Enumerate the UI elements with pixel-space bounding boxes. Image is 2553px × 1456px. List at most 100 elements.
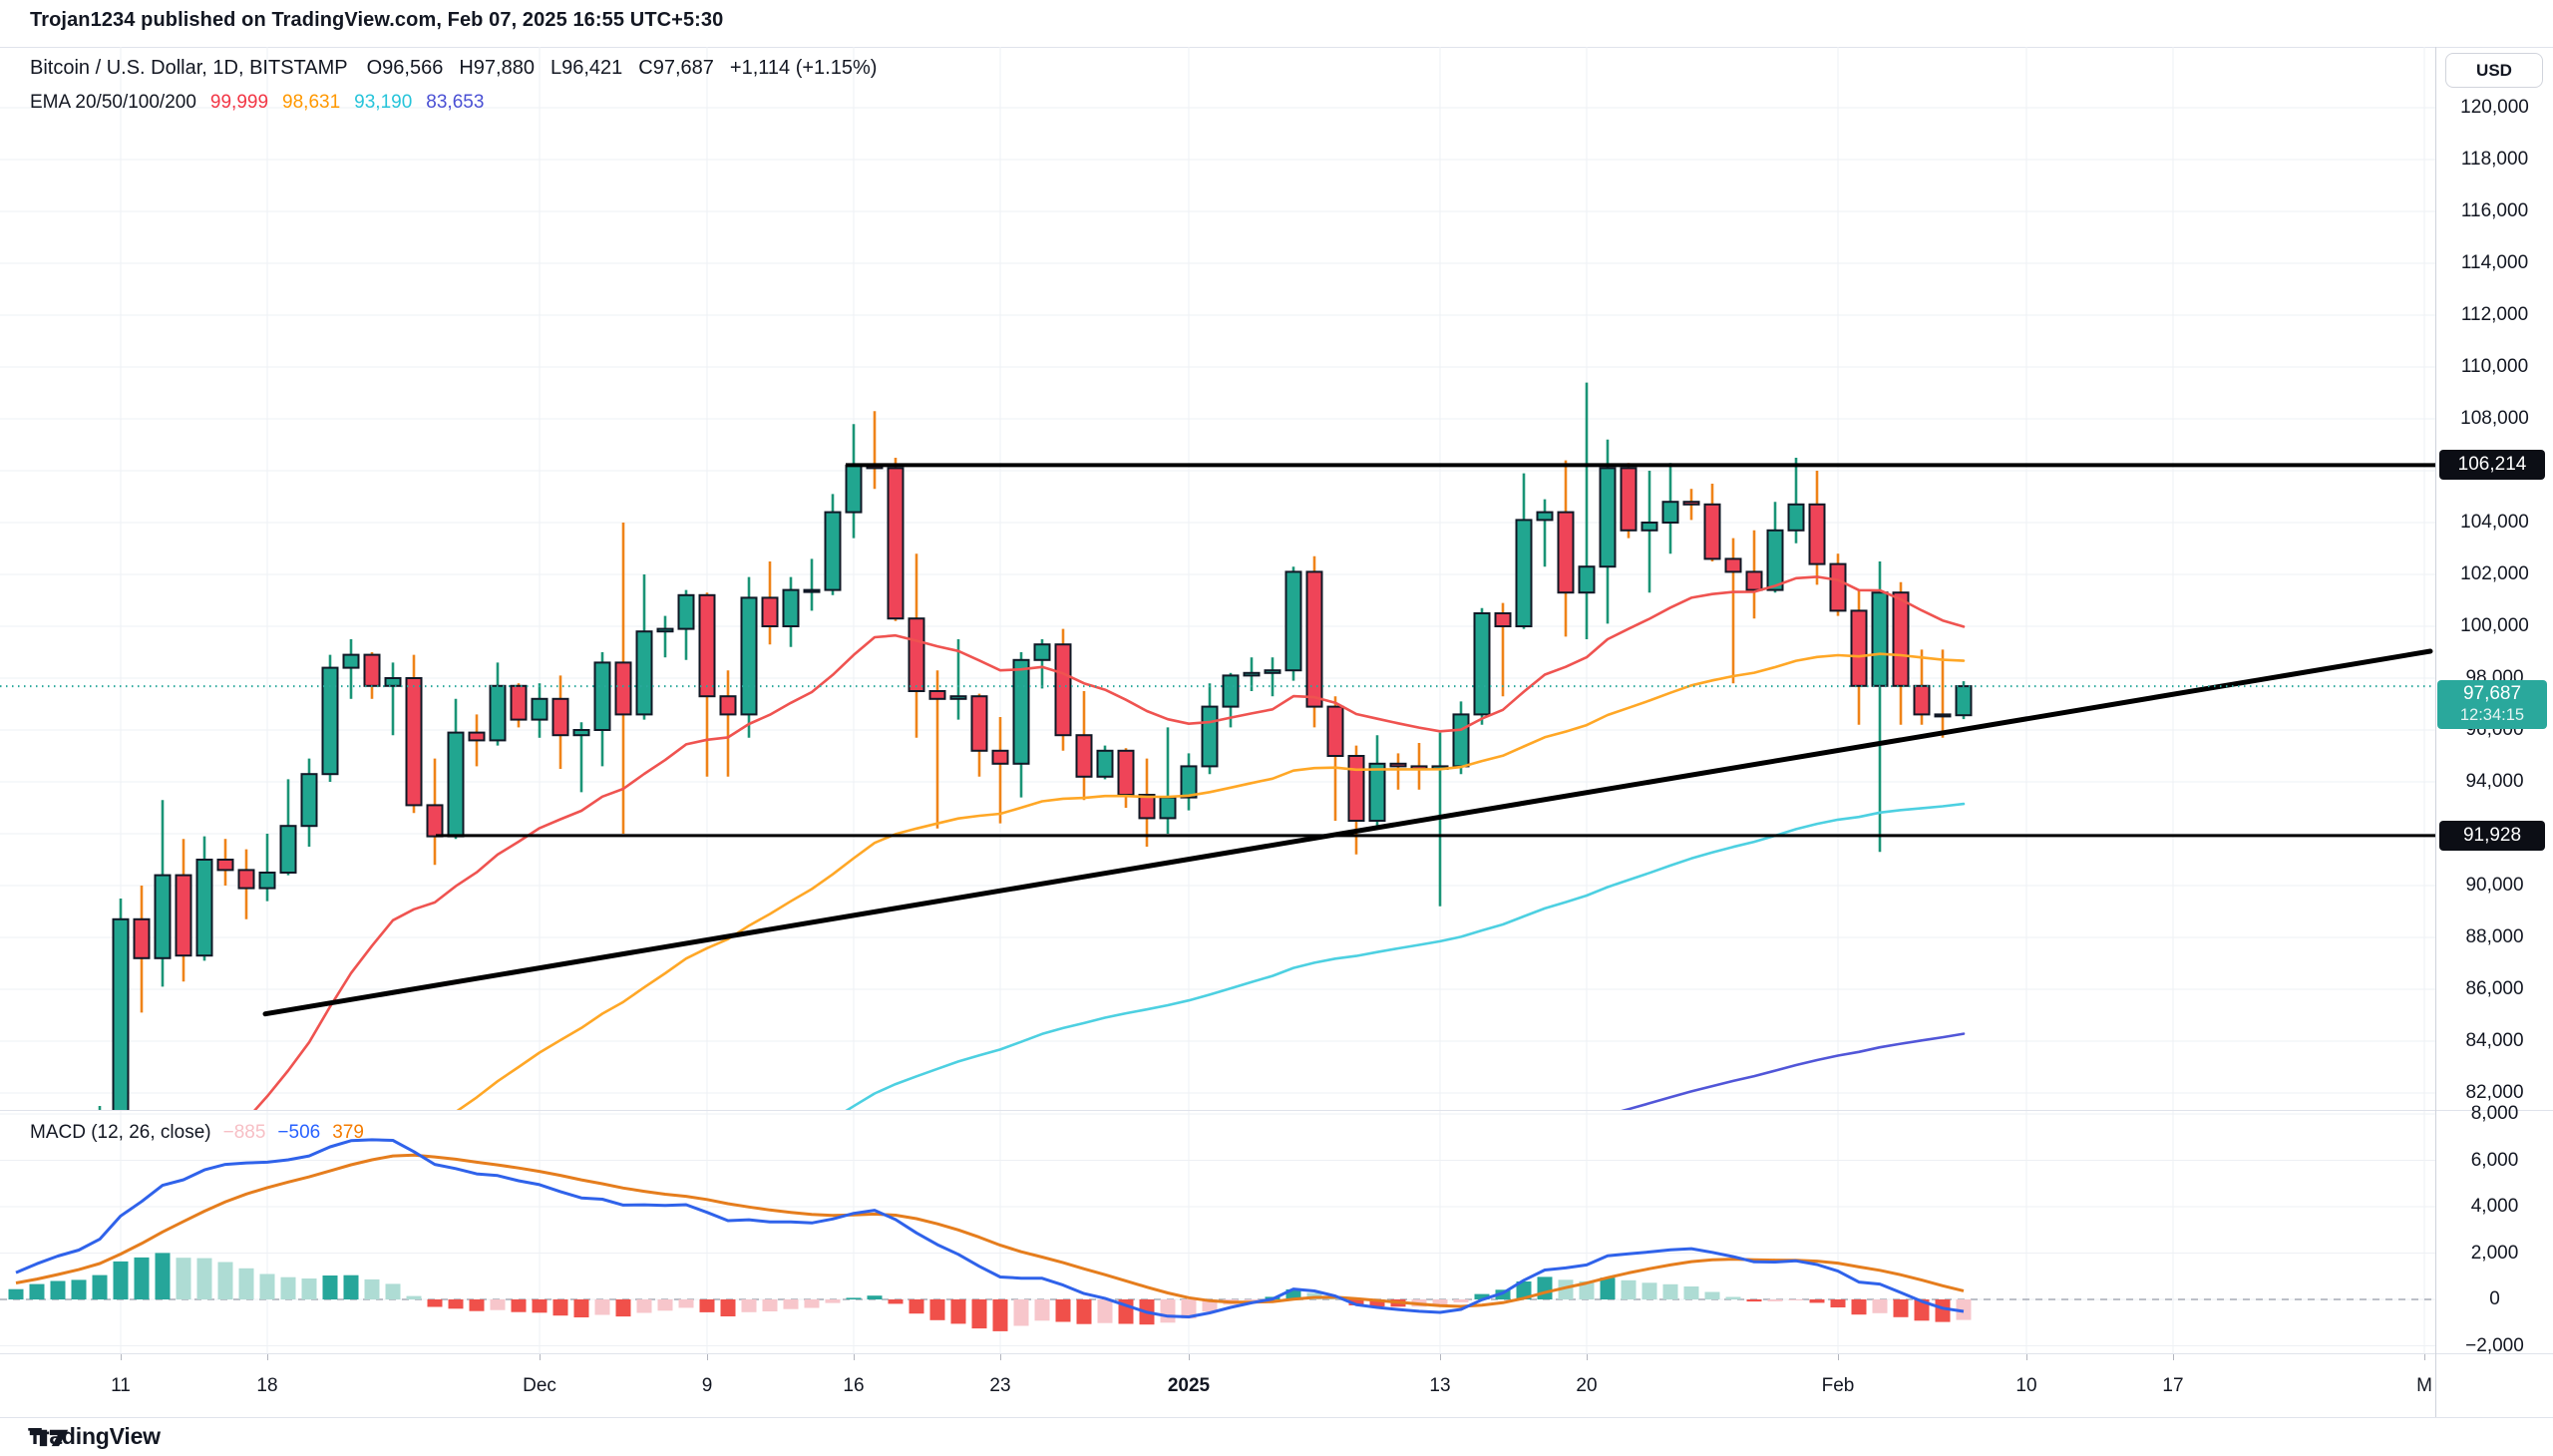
macd-histogram-bar: [155, 1253, 171, 1299]
macd-histogram-bar: [1055, 1299, 1071, 1322]
symbol-legend-row[interactable]: Bitcoin / U.S. Dollar, 1D, BITSTAMP O96,5…: [30, 57, 893, 80]
time-tick-mark: [2173, 1354, 2174, 1360]
time-axis-label: 16: [843, 1375, 865, 1396]
candle-body: [300, 773, 318, 828]
macd-histogram-bar: [762, 1299, 778, 1311]
candle-body: [1745, 570, 1763, 591]
macd-histogram-bar: [113, 1261, 129, 1299]
candle-body: [908, 617, 925, 693]
candle-body: [321, 666, 339, 776]
macd-histogram-bar: [1181, 1299, 1197, 1319]
price-axis-label: 84,000: [2465, 1030, 2524, 1051]
macd-histogram-bar: [1537, 1276, 1553, 1299]
time-axis-label: 18: [256, 1375, 278, 1396]
candle-body: [1536, 511, 1554, 522]
candle-body: [237, 869, 255, 890]
candle-body: [216, 859, 234, 872]
macd-histogram-bar: [1076, 1299, 1092, 1324]
candle-body: [782, 588, 800, 627]
candle-body: [1557, 511, 1575, 594]
macd-histogram-value: −885: [222, 1122, 266, 1143]
macd-histogram-bar: [804, 1299, 820, 1308]
ema200-value: 83,653: [426, 92, 485, 113]
price-axis-label: 116,000: [2460, 200, 2529, 221]
time-axis-label: Dec: [523, 1375, 556, 1396]
ohlc-open: O96,566: [366, 57, 444, 79]
macd-histogram-bar: [1013, 1299, 1029, 1326]
candle-body: [887, 467, 905, 620]
macd-histogram-bar: [1641, 1282, 1657, 1299]
candle-body: [1096, 749, 1114, 778]
time-axis-label: 11: [111, 1375, 131, 1396]
candle-body: [761, 596, 779, 628]
candle-body: [1934, 713, 1952, 718]
macd-histogram-bar: [1432, 1299, 1448, 1306]
candle-body: [1138, 794, 1156, 820]
macd-histogram-bar: [1558, 1279, 1574, 1299]
candle-body: [1201, 705, 1219, 768]
price-axis-label: 112,000: [2460, 304, 2529, 325]
macd-histogram-bar: [1097, 1299, 1113, 1323]
time-axis-label: 17: [2162, 1375, 2184, 1396]
macd-histogram-bar: [1348, 1299, 1364, 1305]
candle-body: [698, 593, 716, 698]
candle-body: [1284, 570, 1302, 672]
candle-body: [112, 917, 130, 1110]
time-axis-label: 20: [1576, 1375, 1598, 1396]
macd-histogram-bar: [594, 1299, 610, 1315]
candle-body: [1222, 674, 1240, 708]
price-axis-label: 120,000: [2460, 97, 2529, 118]
price-axis[interactable]: USD 106,214 91,928 97,687 12:34:15 120,0…: [2436, 0, 2553, 1456]
time-tick-mark: [1440, 1354, 1441, 1360]
last-price-label: 97,687 12:34:15: [2437, 680, 2547, 730]
candle-body: [928, 690, 946, 700]
macd-histogram-bar: [1600, 1277, 1616, 1299]
macd-histogram-bar: [552, 1299, 568, 1316]
ema-label: EMA 20/50/100/200: [30, 92, 196, 113]
candle-body: [279, 825, 297, 875]
price-axis-label: 110,000: [2460, 356, 2529, 377]
ema-legend-row[interactable]: EMA 20/50/100/200 99,999 98,631 93,190 83,65…: [30, 92, 484, 114]
currency-toggle[interactable]: USD: [2445, 53, 2543, 88]
candle-body: [154, 874, 172, 959]
macd-histogram-bar: [490, 1299, 506, 1310]
time-tick-mark: [1189, 1354, 1190, 1360]
macd-histogram-bar: [720, 1299, 736, 1316]
macd-histogram-bar: [971, 1299, 987, 1329]
candle-body: [1326, 705, 1344, 757]
candle-body: [468, 731, 486, 742]
candle-body: [1473, 612, 1491, 716]
macd-histogram-bar: [699, 1299, 715, 1312]
macd-line-value: −506: [277, 1122, 321, 1143]
candle-body: [426, 804, 444, 838]
candle-body: [719, 695, 737, 716]
candle-body: [1054, 643, 1072, 737]
candle-body: [824, 511, 842, 591]
macd-histogram-bar: [929, 1299, 945, 1320]
macd-histogram-bar: [573, 1299, 589, 1317]
candle-body: [572, 729, 590, 737]
macd-histogram-bar: [1851, 1299, 1867, 1315]
candle-body: [1389, 762, 1407, 768]
candle-body: [845, 464, 863, 514]
macd-histogram-bar: [1767, 1299, 1783, 1301]
candle-body: [447, 731, 465, 838]
macd-histogram-bar: [448, 1299, 464, 1309]
macd-histogram-bar: [1935, 1299, 1951, 1322]
macd-histogram-bar: [615, 1299, 631, 1317]
candle-body: [1494, 612, 1512, 627]
time-axis[interactable]: 11 18 Dec 9 16 23 2025 13 20 Feb 10 17 M: [0, 1353, 2435, 1417]
macd-histogram-bar: [1621, 1279, 1637, 1299]
price-axis-label: 102,000: [2460, 563, 2529, 584]
price-pane-canvas[interactable]: [0, 47, 2435, 1110]
macd-axis-label: 0: [2489, 1288, 2500, 1309]
tradingview-logo[interactable]: TradingView: [28, 1423, 161, 1450]
macd-pane-canvas[interactable]: [0, 1110, 2435, 1353]
macd-legend-row[interactable]: MACD (12, 26, close) −885 −506 379: [30, 1122, 364, 1144]
price-axis-label: 108,000: [2460, 408, 2529, 429]
ohlc-change: +1,114 (+1.15%): [729, 57, 878, 79]
macd-histogram-bar: [1956, 1299, 1972, 1320]
candle-body: [1766, 529, 1784, 591]
candle-body: [1368, 762, 1386, 822]
candle-body: [1347, 755, 1365, 822]
